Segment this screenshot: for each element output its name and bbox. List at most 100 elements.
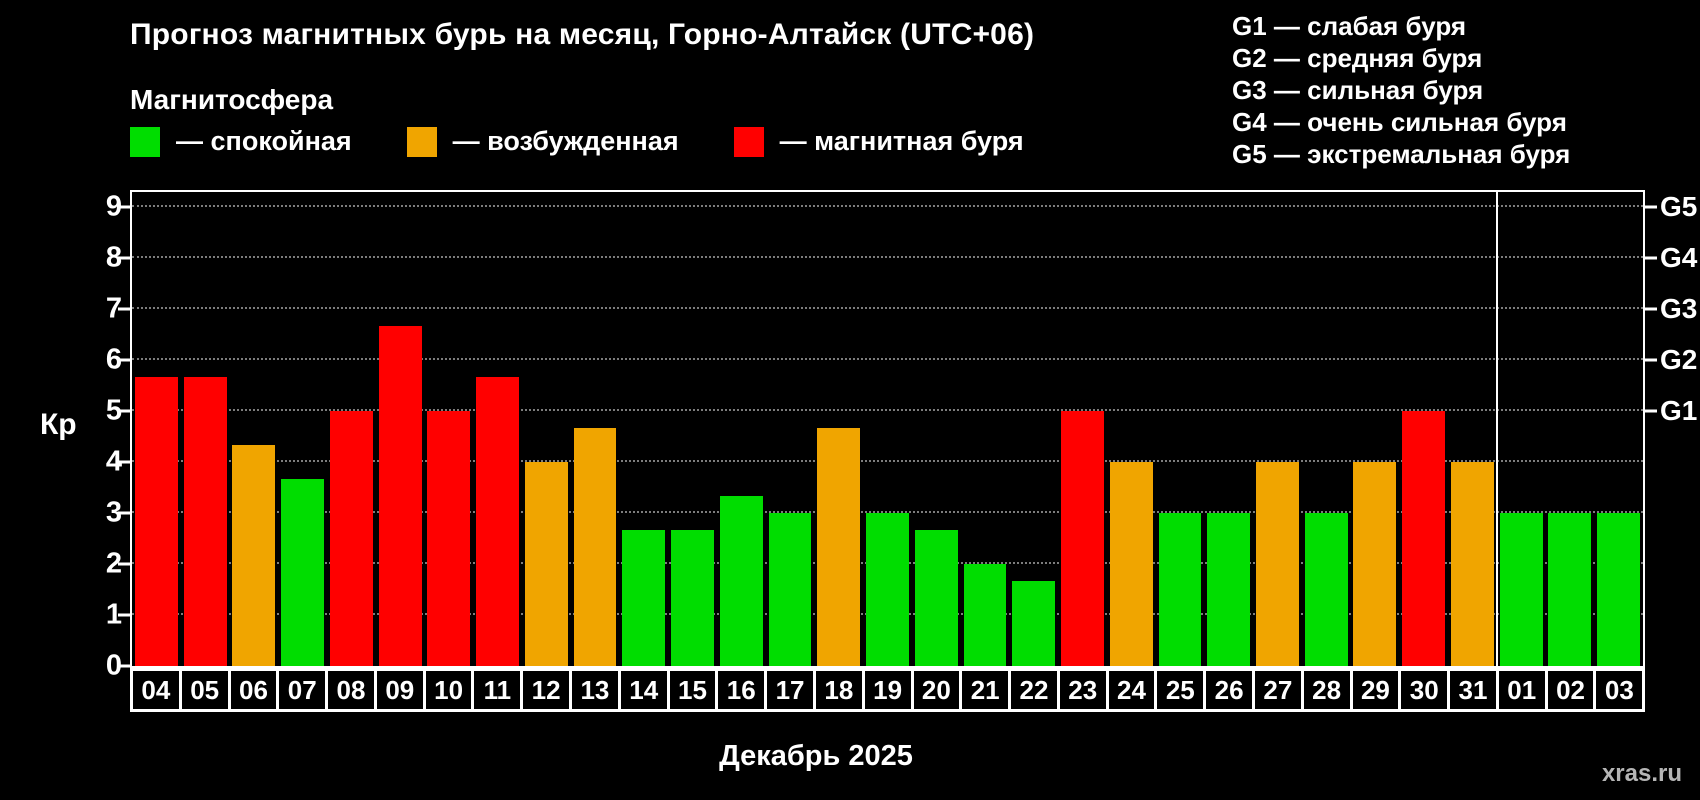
y-tick-label-8: 8	[105, 241, 122, 274]
gridline-kp-3	[132, 511, 1643, 514]
day-label-12: 12	[520, 668, 573, 712]
bar-day-21	[963, 564, 1007, 666]
legend-title: Магнитосфера	[130, 84, 334, 115]
bar-day-07	[281, 478, 325, 666]
bar-day-18	[817, 427, 861, 666]
day-label-18: 18	[812, 668, 865, 712]
day-label-19: 19	[861, 668, 914, 712]
bar-day-05	[183, 377, 227, 666]
storm-color-swatch	[733, 126, 764, 157]
bar-day-01	[1499, 513, 1543, 666]
g-legend-line-g5: G5 — экстремальная буря	[1232, 139, 1571, 169]
bar-day-03	[1597, 513, 1641, 666]
y-tick-mark	[118, 205, 130, 209]
bar-day-25	[1158, 513, 1202, 666]
right-axis-label-g5: G5	[1660, 191, 1698, 223]
day-label-26: 26	[1203, 668, 1255, 712]
y-tick-label-9: 9	[105, 190, 122, 223]
gridline-kp-8	[132, 256, 1643, 259]
g-legend-line-g4: G4 — очень сильная буря	[1232, 107, 1567, 137]
day-label-09: 09	[373, 668, 426, 712]
y-tick-mark	[118, 664, 130, 668]
day-label-14: 14	[617, 668, 670, 712]
day-label-16: 16	[715, 668, 768, 712]
y-tick-label-2: 2	[105, 547, 122, 580]
bar-day-09	[378, 326, 422, 666]
bar-day-26	[1207, 513, 1251, 666]
y-axis-labels: 0 1 2 3 4 5 6 7 8 9	[0, 190, 122, 682]
bar-day-04	[134, 377, 178, 666]
day-label-08: 08	[325, 668, 377, 712]
right-axis-label-g2: G2	[1660, 344, 1698, 376]
bar-day-17	[768, 513, 812, 666]
bar-day-06	[232, 445, 276, 666]
g-scale-legend: G1 — слабая буря G2 — средняя буря G3 — …	[1232, 10, 1570, 170]
day-label-04: 04	[130, 668, 182, 712]
plot-area	[130, 190, 1645, 668]
day-label-10: 10	[422, 668, 475, 712]
right-axis-g-labels: G5 G4 G3 G2 G1	[1660, 191, 1700, 666]
day-label-25: 25	[1154, 668, 1207, 712]
day-label-23: 23	[1056, 668, 1109, 712]
bar-day-12	[524, 462, 568, 666]
y-tick-label-5: 5	[105, 394, 122, 427]
bar-day-29	[1353, 462, 1397, 666]
right-tick-mark	[1645, 307, 1657, 311]
watermark: xras.ru	[1601, 760, 1682, 787]
y-tick-mark	[118, 511, 130, 515]
right-axis-label-g1: G1	[1660, 395, 1698, 427]
g-legend-line-g2: G2 — средняя буря	[1232, 43, 1483, 73]
y-tick-mark	[118, 460, 130, 464]
bar-day-23	[1061, 411, 1104, 666]
magnetosphere-legend: — спокойная — возбужденная — магнитная б…	[130, 126, 1024, 157]
bar-day-02	[1548, 513, 1592, 666]
y-tick-mark	[118, 409, 130, 413]
legend-item-excited: — возбужденная	[406, 126, 679, 157]
y-tick-label-0: 0	[105, 649, 122, 682]
right-axis-label-g3: G3	[1660, 293, 1698, 325]
bar-day-30	[1402, 411, 1446, 666]
right-tick-mark	[1645, 205, 1657, 209]
chart-title: Прогноз магнитных бурь на месяц, Горно-А…	[130, 18, 1035, 51]
bar-day-08	[329, 411, 373, 666]
bar-day-16	[719, 496, 763, 666]
day-label-01: 01	[1495, 668, 1548, 712]
day-label-24: 24	[1105, 668, 1158, 712]
day-label-31: 31	[1447, 668, 1499, 712]
y-tick-mark	[118, 613, 130, 617]
day-label-28: 28	[1300, 668, 1353, 712]
legend-label-storm: — магнитная буря	[779, 126, 1024, 156]
bar-day-31	[1450, 462, 1494, 666]
day-label-02: 02	[1544, 668, 1597, 712]
bar-day-19	[866, 513, 909, 666]
day-label-13: 13	[569, 668, 621, 712]
bar-day-20	[914, 529, 958, 666]
gridline-kp-4	[132, 460, 1643, 463]
excited-color-swatch	[406, 126, 437, 157]
gridline-kp-9	[132, 205, 1643, 208]
legend-item-storm: — магнитная буря	[733, 126, 1024, 157]
day-label-06: 06	[227, 668, 280, 712]
right-tick-mark	[1645, 409, 1657, 413]
bar-day-13	[573, 427, 617, 666]
right-tick-mark	[1645, 358, 1657, 362]
day-label-21: 21	[959, 668, 1012, 712]
y-tick-label-6: 6	[105, 343, 122, 376]
day-label-29: 29	[1349, 668, 1402, 712]
bar-day-14	[622, 529, 666, 666]
y-tick-mark	[118, 562, 130, 566]
y-tick-label-3: 3	[105, 496, 122, 529]
x-axis-title: Декабрь 2025	[719, 740, 913, 772]
y-tick-mark	[118, 358, 130, 362]
legend-item-quiet: — спокойная	[130, 126, 352, 157]
day-label-17: 17	[764, 668, 816, 712]
day-label-20: 20	[910, 668, 963, 712]
day-label-11: 11	[471, 668, 524, 712]
y-tick-label-7: 7	[105, 292, 122, 325]
legend-label-quiet: — спокойная	[176, 126, 352, 156]
day-label-03: 03	[1593, 668, 1646, 712]
day-label-30: 30	[1398, 668, 1451, 712]
right-tick-mark	[1645, 256, 1657, 260]
y-tick-label-4: 4	[105, 445, 122, 478]
